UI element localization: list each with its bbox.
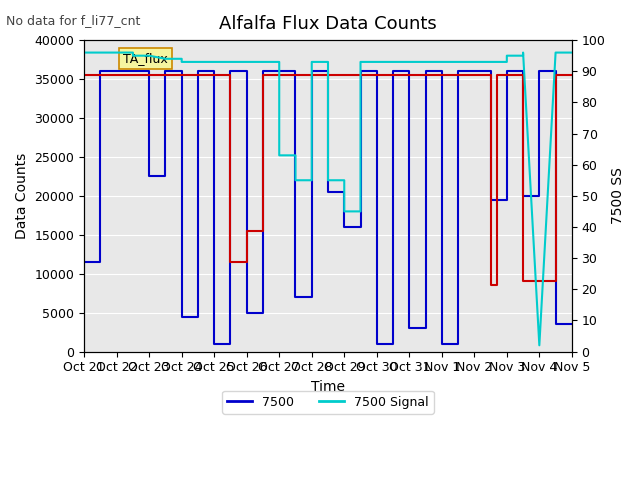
Y-axis label: 7500 SS: 7500 SS [611, 168, 625, 224]
X-axis label: Time: Time [311, 380, 345, 394]
Text: TA_flux: TA_flux [123, 52, 168, 65]
Title: Alfalfa Flux Data Counts: Alfalfa Flux Data Counts [219, 15, 437, 33]
Text: No data for f_li77_cnt: No data for f_li77_cnt [6, 14, 141, 27]
Y-axis label: Data Counts: Data Counts [15, 153, 29, 239]
Legend: 7500, 7500 Signal: 7500, 7500 Signal [222, 391, 434, 414]
